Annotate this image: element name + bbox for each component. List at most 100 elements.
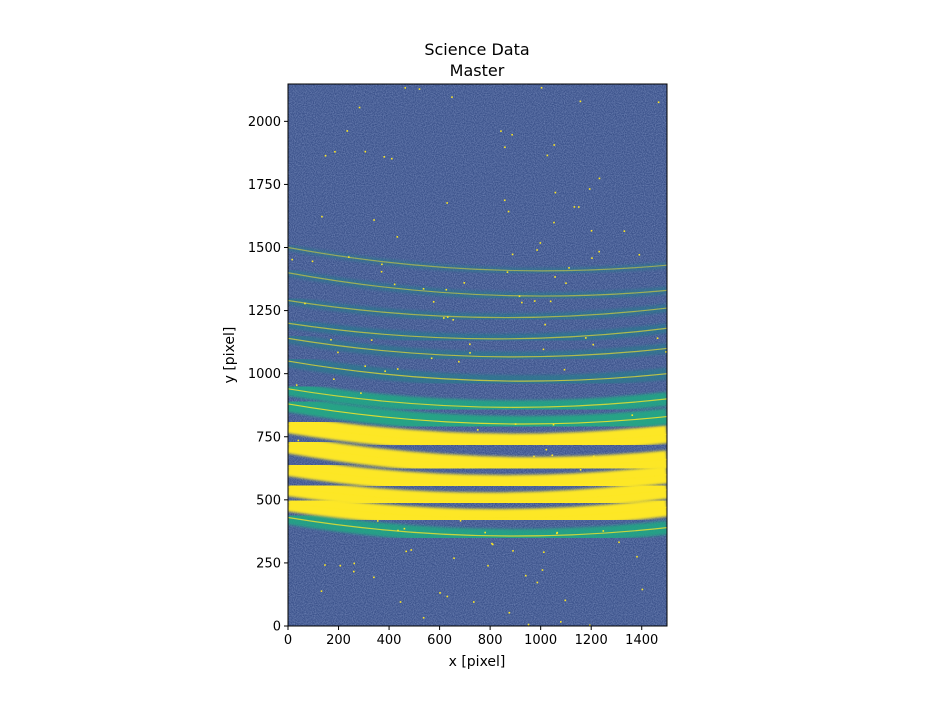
hot-pixel bbox=[334, 150, 336, 153]
hot-pixel bbox=[577, 206, 580, 208]
hot-pixel bbox=[472, 601, 475, 603]
y-tick-label: 2000 bbox=[248, 115, 281, 130]
order-trace bbox=[288, 272, 667, 297]
hot-pixel bbox=[453, 557, 455, 560]
hot-pixel bbox=[347, 256, 350, 258]
order-trace bbox=[288, 516, 667, 537]
hot-pixel bbox=[384, 480, 386, 483]
hot-pixel bbox=[293, 430, 295, 433]
hot-pixel bbox=[304, 302, 306, 305]
hot-pixel bbox=[544, 323, 546, 326]
y-tick-label: 750 bbox=[256, 430, 281, 445]
hot-pixel bbox=[504, 146, 506, 149]
hot-pixel bbox=[353, 570, 355, 573]
hot-pixel bbox=[590, 229, 593, 232]
order-trace bbox=[288, 246, 667, 272]
hot-pixel bbox=[446, 202, 448, 204]
hot-pixel bbox=[665, 351, 667, 353]
x-tick-label: 0 bbox=[284, 633, 292, 648]
hot-pixel bbox=[552, 423, 555, 426]
chart-title-line-1: Science Data bbox=[424, 40, 529, 59]
hot-pixel bbox=[324, 564, 326, 566]
hot-pixel bbox=[380, 270, 383, 273]
hot-pixel bbox=[656, 337, 659, 340]
hot-pixel bbox=[500, 130, 502, 132]
hot-pixel bbox=[636, 555, 638, 558]
hot-pixel bbox=[370, 339, 373, 341]
hot-pixel bbox=[568, 267, 570, 269]
hot-pixel bbox=[373, 219, 375, 221]
hot-pixel bbox=[396, 368, 399, 370]
y-tick-label: 1000 bbox=[248, 367, 281, 382]
hot-pixel bbox=[512, 550, 514, 552]
hot-pixel bbox=[439, 592, 441, 594]
hot-pixel bbox=[320, 590, 323, 592]
hot-pixel bbox=[410, 549, 413, 551]
hot-pixel bbox=[542, 348, 545, 351]
hot-pixel bbox=[598, 177, 601, 180]
hot-pixel bbox=[545, 448, 548, 451]
hot-pixel bbox=[521, 301, 523, 304]
plot-area bbox=[288, 84, 667, 626]
hot-pixel bbox=[403, 527, 406, 530]
hot-pixel bbox=[422, 288, 425, 290]
hot-pixel bbox=[518, 295, 521, 298]
hot-pixel bbox=[311, 260, 314, 263]
hot-pixel bbox=[484, 531, 486, 534]
hot-pixel bbox=[581, 461, 584, 464]
hot-pixel bbox=[422, 617, 425, 619]
x-tick-label: 600 bbox=[427, 633, 452, 648]
hot-pixel bbox=[418, 88, 421, 90]
hot-pixel bbox=[383, 507, 386, 509]
hot-pixel bbox=[364, 150, 367, 153]
hot-pixel bbox=[376, 520, 379, 522]
hot-pixel bbox=[443, 317, 445, 319]
hot-pixel bbox=[588, 188, 591, 190]
hot-pixel bbox=[390, 157, 393, 160]
hot-pixel bbox=[491, 542, 493, 545]
order-trace bbox=[288, 501, 667, 519]
hot-pixel bbox=[396, 236, 399, 238]
order-trace bbox=[288, 388, 667, 408]
hot-pixel bbox=[358, 106, 361, 109]
y-tick-label: 1750 bbox=[248, 178, 281, 193]
hot-pixel bbox=[655, 463, 658, 466]
hot-pixel bbox=[540, 86, 543, 89]
hot-pixel bbox=[573, 206, 576, 208]
hot-pixel bbox=[451, 96, 453, 98]
hot-pixel bbox=[330, 338, 332, 341]
hot-pixel bbox=[399, 601, 402, 603]
hot-pixel bbox=[469, 343, 471, 346]
hot-pixel bbox=[511, 253, 514, 256]
order-trace bbox=[288, 322, 667, 340]
hot-pixel bbox=[446, 316, 449, 318]
hot-pixel bbox=[638, 253, 641, 256]
hot-pixel bbox=[514, 423, 517, 425]
hot-pixel bbox=[541, 569, 544, 571]
chart-title-line-2: Master bbox=[450, 61, 505, 80]
hot-pixel bbox=[353, 562, 356, 565]
hot-pixel bbox=[508, 611, 511, 614]
hot-pixel bbox=[381, 263, 383, 266]
hot-pixel bbox=[520, 463, 523, 465]
order-trace bbox=[288, 423, 667, 444]
hot-pixel bbox=[405, 550, 408, 553]
hot-pixel bbox=[554, 191, 557, 194]
hot-pixel bbox=[321, 215, 323, 218]
hot-pixel bbox=[533, 455, 535, 458]
hot-pixel bbox=[491, 543, 494, 546]
y-axis: 0 250 500 750 1000 1250 1500 1750 2000 bbox=[248, 115, 288, 635]
axes-frame bbox=[287, 83, 668, 627]
hot-pixel bbox=[507, 210, 510, 213]
hot-pixel bbox=[524, 574, 527, 577]
hot-pixel bbox=[579, 100, 582, 103]
x-tick-label: 200 bbox=[326, 633, 351, 648]
hot-pixel bbox=[641, 588, 644, 591]
order-trace bbox=[288, 337, 667, 358]
hot-pixel bbox=[291, 258, 293, 261]
hot-pixel bbox=[404, 87, 407, 89]
y-tick-label: 1500 bbox=[248, 241, 281, 256]
hot-pixel bbox=[536, 581, 539, 584]
hot-pixel bbox=[339, 564, 342, 567]
order-trace bbox=[288, 299, 667, 319]
